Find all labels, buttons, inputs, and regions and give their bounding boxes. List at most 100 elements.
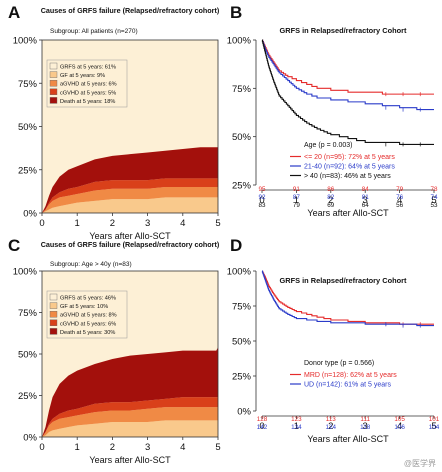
at-risk-count: 101 [429,416,440,423]
y-tick-label: 100% [227,36,252,47]
at-risk-count: 53 [430,202,438,209]
x-tick-label: 0 [39,218,44,229]
y-tick-label: 0% [23,209,37,220]
chart-title: GRFS in Relapsed/refractory Cohort [280,26,407,35]
km-curve [262,39,434,111]
at-risk-count: 134 [291,424,302,431]
km-curve [261,270,434,327]
x-axis-label: Years after Allo-SCT [89,455,171,465]
x-tick-label: 2 [110,218,115,229]
area-gf [42,197,218,213]
legend-swatch [49,319,58,326]
y-tick-label: 25% [18,165,38,176]
at-risk-count: 113 [326,416,337,423]
at-risk-count: 95 [258,186,266,193]
at-risk-count: 56 [396,202,404,209]
x-tick-label: 3 [145,218,150,229]
area-agvhd [42,407,218,437]
x-tick-label: 4 [397,421,402,432]
legend-swatch [49,311,58,318]
x-tick-label: 1 [294,421,299,432]
legend-entry: <= 20 (n=95): 72% at 5 years [304,154,395,161]
at-risk-count: 105 [394,416,405,423]
panel-letter: C [8,236,20,255]
at-risk-count: 69 [327,202,335,209]
x-tick-label: 1 [75,442,80,453]
x-tick-label: 2 [328,421,333,432]
x-tick-label: 4 [397,195,402,206]
legend-swatch [49,71,58,78]
legend-entry: aGVHD at 5 years: 8% [60,313,117,319]
y-tick-label: 50% [18,350,38,361]
at-risk-count: 128 [257,416,268,423]
legend-swatch [49,302,58,309]
y-tick-label: 50% [18,122,38,133]
panel-a: A Causes of GRFS failure (Relapsed/refrac… [8,3,221,241]
at-risk-count: 91 [293,186,301,193]
area-agvhd [42,187,218,213]
legend-entry: GRFS at 5 years: 46% [60,296,116,302]
legend-entry: MRD (n=128): 62% at 5 years [304,372,397,379]
x-axis-label: Years after Allo-SCT [307,434,389,444]
area-death [42,347,218,437]
y-tick-label: 50% [232,337,252,348]
legend-entry: Death at 5 years: 30% [60,330,115,336]
y-tick-label: 25% [232,181,252,192]
at-risk-count: 111 [360,416,370,423]
watermark-text: @医学界 [404,458,436,468]
at-risk-count: 74 [430,194,438,201]
x-tick-label: 1 [75,218,80,229]
at-risk-count: 64 [362,202,370,209]
legend: Donor type (p = 0.566) MRD (n=128): 62% a… [290,360,397,389]
x-tick-label: 0 [259,195,264,206]
x-tick-label: 3 [145,442,150,453]
panel-letter: D [230,236,242,255]
x-tick-label: 0 [39,442,44,453]
y-tick-label: 50% [232,132,252,143]
legend-title: Donor type (p = 0.566) [304,360,374,367]
legend-entry: Death at 5 years: 18% [60,99,115,105]
at-risk-count: 78 [430,186,438,193]
x-tick-label: 5 [215,442,220,453]
x-axis-label: Years after Allo-SCT [89,231,171,241]
area-cgvhd [42,397,218,437]
y-tick-label: 75% [232,302,252,313]
legend-title: Age (p = 0.003) [304,142,352,149]
legend: GRFS at 5 years: 61% GF at 5 years: 9% aGV… [46,59,128,108]
x-tick-label: 5 [431,195,436,206]
legend-entry: 21-40 (n=92): 64% at 5 years [304,164,395,171]
panel-letter: B [230,3,242,22]
y-tick-label: 100% [13,36,38,47]
at-risk-count: 87 [293,194,301,201]
x-tick-label: 1 [294,195,299,206]
legend-swatch [49,97,58,104]
at-risk-count: 104 [429,424,440,431]
legend: Age (p = 0.003) <= 20 (n=95): 72% at 5 ye… [290,142,395,180]
legend-swatch [49,79,58,87]
y-tick-label: 25% [232,372,252,383]
at-risk-count: 79 [396,186,404,193]
legend-swatch [49,88,58,96]
area-gf [42,420,218,437]
at-risk-count: 142 [257,424,268,431]
x-tick-label: 0 [259,421,264,432]
at-risk-count: 79 [293,202,301,209]
at-risk-count: 124 [326,424,337,431]
at-risk-count: 82 [327,194,335,201]
legend-entry: aGVHD at 5 years: 6% [60,82,117,88]
at-risk-count: 76 [396,194,404,201]
x-tick-label: 2 [328,195,333,206]
at-risk-count: 81 [362,194,370,201]
area-cgvhd [42,178,218,213]
legend-entry: cGVHD at 5 years: 5% [60,90,116,96]
at-risk-count: 83 [258,202,266,209]
chart-title: Causes of GRFS failure (Relapsed/refract… [41,6,220,15]
y-tick-label: 0% [23,433,37,444]
legend-entry: UD (n=142): 61% at 5 years [304,382,391,389]
legend-swatch [49,328,58,335]
subgroup-label: Subgroup: All patients (n=270) [50,28,138,35]
